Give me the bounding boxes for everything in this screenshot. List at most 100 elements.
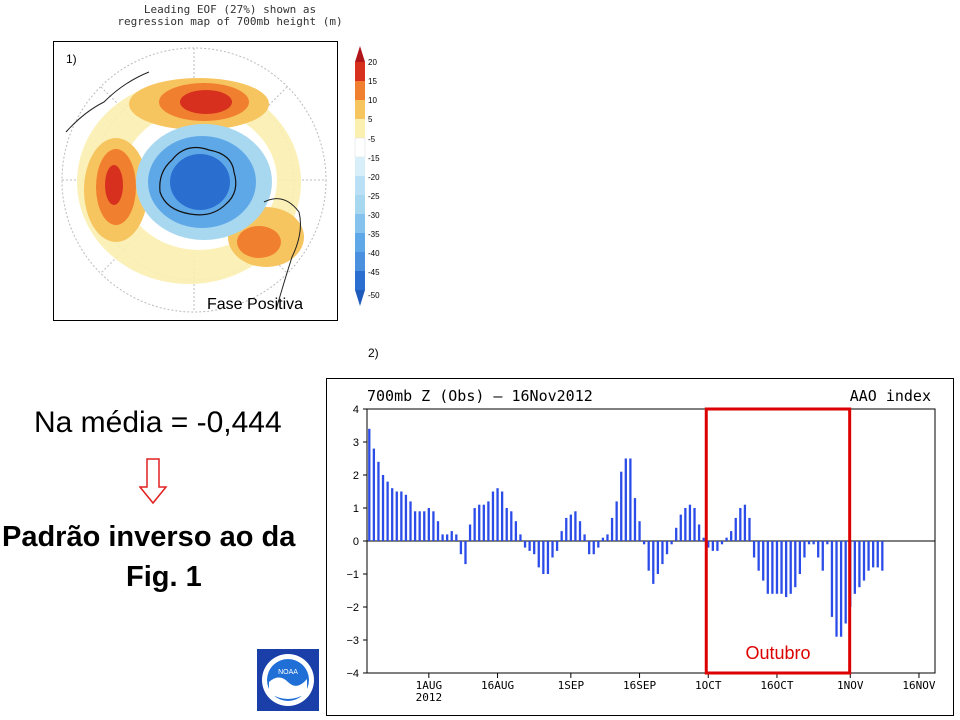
bar — [775, 541, 779, 594]
bar — [423, 511, 426, 541]
x-tick-label: 16OCT — [760, 679, 793, 692]
bar — [391, 488, 394, 541]
y-tick-label: 0 — [353, 536, 359, 548]
bar — [752, 541, 756, 558]
bar — [789, 541, 792, 594]
bar — [597, 541, 600, 548]
bar — [432, 511, 435, 541]
bar — [803, 541, 806, 558]
colorbar-tick-label: -15 — [368, 154, 380, 163]
bar — [606, 534, 609, 541]
highlight-box — [704, 407, 852, 675]
bar — [716, 541, 719, 551]
mean-statement: Na média = -0,444 — [34, 406, 282, 439]
bar — [817, 541, 820, 558]
highlight-label: Outubro — [745, 643, 810, 663]
bar — [386, 481, 389, 541]
bar — [679, 514, 682, 541]
noaa-logo-text: NOAA — [278, 669, 298, 676]
bar — [455, 534, 458, 541]
chart-panel-label: 2) — [368, 346, 379, 360]
colorbar-tick-label: -35 — [368, 230, 380, 239]
bar — [528, 541, 531, 551]
bar — [510, 511, 513, 541]
bar — [798, 541, 802, 574]
bar — [762, 541, 765, 581]
bar — [446, 534, 449, 541]
bar — [707, 541, 710, 548]
bar — [757, 541, 760, 571]
bar — [533, 541, 536, 555]
bar — [872, 541, 875, 568]
bar — [565, 517, 568, 541]
bar — [647, 541, 650, 571]
x-tick-sublabel: 2012 — [416, 691, 443, 704]
map-caption: Fase Positiva — [207, 296, 304, 313]
bar — [395, 491, 398, 541]
y-tick-label: 1 — [353, 503, 359, 515]
bar — [478, 504, 481, 541]
colorbar-tick-label: 10 — [368, 96, 377, 105]
bar — [807, 541, 811, 545]
colorbar: 20 15 10 5 -5 -15 -20 -25 -30 -35 -40 -45 -50 — [354, 46, 380, 306]
bar — [560, 531, 563, 541]
bar — [675, 527, 678, 541]
bar — [784, 541, 788, 598]
bar — [427, 508, 430, 541]
bar — [436, 521, 440, 541]
bar — [766, 541, 769, 594]
noaa-logo-icon: NOAA — [257, 649, 319, 711]
y-tick-label: 3 — [353, 437, 359, 449]
bar — [542, 541, 545, 574]
bar — [656, 541, 660, 574]
bar — [413, 511, 417, 541]
bar — [688, 504, 692, 541]
bar — [377, 461, 380, 541]
bar — [404, 494, 408, 541]
bar — [725, 537, 728, 541]
bar — [468, 524, 472, 541]
bar — [588, 541, 591, 555]
bar — [739, 508, 742, 541]
bar — [642, 541, 646, 545]
bar — [794, 541, 797, 588]
bar — [638, 521, 641, 541]
colorbar-tick-label: -40 — [368, 249, 380, 258]
bar — [835, 541, 838, 637]
bar — [450, 531, 453, 541]
bar — [592, 541, 595, 555]
bar — [844, 541, 847, 624]
bar — [720, 541, 724, 545]
bar — [633, 498, 637, 541]
bar — [881, 541, 884, 571]
bar — [684, 508, 687, 541]
bar — [730, 531, 733, 541]
y-tick-label: 2 — [353, 470, 359, 482]
bar — [473, 508, 476, 541]
x-tick-label: 1AUG — [416, 679, 443, 692]
bar — [652, 541, 655, 584]
bar — [853, 541, 856, 594]
bar — [482, 504, 485, 541]
y-tick-label: 4 — [353, 404, 359, 416]
bar — [743, 504, 747, 541]
colorbar-tick-label: -5 — [368, 135, 376, 144]
bar — [867, 541, 870, 571]
bar — [514, 521, 518, 541]
colorbar-tick-label: 15 — [368, 77, 377, 86]
bar — [830, 541, 834, 617]
conclusion-line-1: Padrão inverso ao da — [2, 521, 296, 553]
bar — [500, 491, 504, 541]
bar — [665, 541, 669, 555]
x-tick-label: 1OCT — [695, 679, 722, 692]
bar — [839, 541, 843, 637]
bar — [821, 541, 824, 571]
down-arrow-icon — [139, 458, 168, 505]
bar — [661, 541, 664, 565]
colorbar-tick-label: -45 — [368, 268, 380, 277]
y-tick-label: −3 — [346, 635, 359, 647]
bar — [629, 458, 632, 541]
bar — [858, 541, 861, 588]
x-tick-label: 16NOV — [902, 679, 935, 692]
bar — [876, 541, 879, 568]
